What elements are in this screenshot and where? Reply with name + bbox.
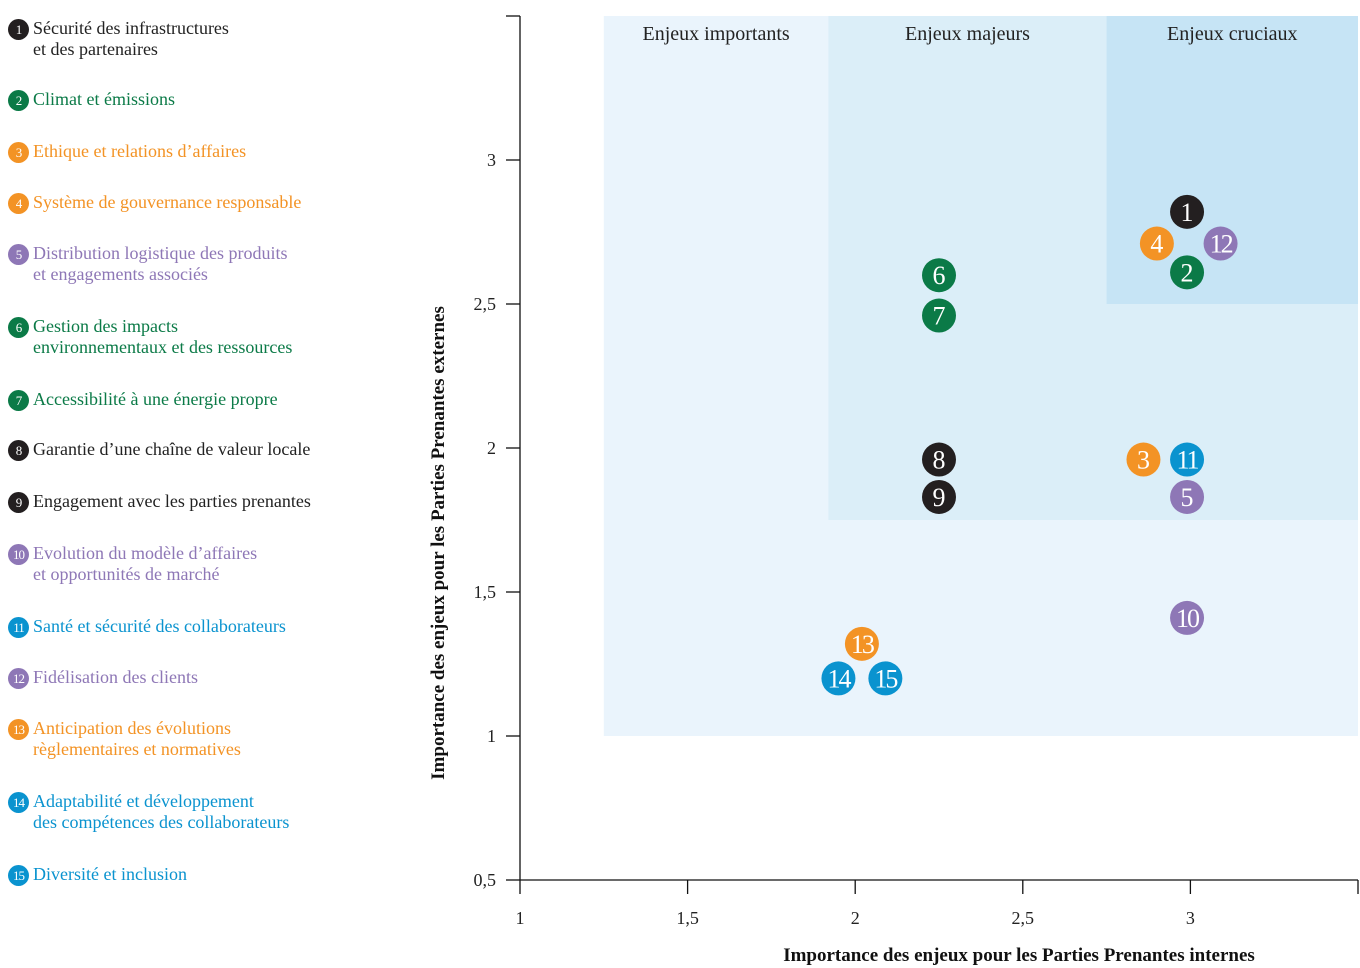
zone-label: Enjeux importants	[642, 23, 789, 45]
legend-item: 12 Fidélisation des clients	[8, 667, 198, 689]
data-point	[1126, 442, 1161, 477]
legend-label: Distribution logistique des produits et …	[33, 243, 288, 284]
data-point-label: 8	[933, 446, 946, 475]
x-tick-label: 2	[851, 908, 860, 928]
data-point-label: 10	[1176, 604, 1200, 633]
data-point	[922, 298, 956, 333]
legend-label: Climat et émissions	[33, 89, 175, 109]
legend-number-badge: 2	[8, 90, 29, 111]
data-point-label: 3	[1137, 446, 1150, 475]
legend-label: Evolution du modèle d’affaires et opport…	[33, 543, 258, 584]
legend-label: Accessibilité à une énergie propre	[33, 389, 278, 409]
legend-number-badge: 7	[8, 390, 29, 411]
legend-label: Sécurité des infrastructures et des part…	[33, 18, 229, 59]
legend-item: 5 Distribution logistique des produits et…	[8, 243, 288, 285]
data-point-label: 1	[1181, 198, 1194, 227]
data-point	[922, 258, 956, 293]
legend-label: Adaptabilité et développement des compét…	[33, 791, 290, 832]
legend-item: 13 Anticipation des évolutions règlementa…	[8, 718, 241, 760]
data-point	[844, 626, 879, 661]
data-point	[1170, 442, 1205, 477]
y-tick-label: 2	[487, 438, 496, 458]
legend-item: 11 Santé et sécurité des collaborateurs	[8, 616, 286, 638]
data-point-label: 15	[874, 664, 897, 693]
data-point-label: 2	[1181, 258, 1194, 287]
data-point	[868, 661, 903, 696]
y-tick-label: 1	[487, 726, 496, 746]
legend-item: 14 Adaptabilité et développement des comp…	[8, 791, 289, 833]
x-tick-label: 2,5	[1012, 908, 1035, 928]
legend-item: 1 Sécurité des infrastructures et des par…	[8, 18, 229, 60]
y-tick-label: 3	[487, 150, 496, 170]
legend-label: Santé et sécurité des collaborateurs	[33, 616, 286, 636]
data-point	[1139, 226, 1174, 261]
zone-label: Enjeux cruciaux	[1167, 23, 1298, 45]
legend-label: Engagement avec les parties prenantes	[33, 491, 311, 511]
legend-label: Garantie d’une chaîne de valeur locale	[33, 439, 311, 459]
legend-label: Ethique et relations d’affaires	[33, 141, 247, 161]
legend-item: 10 Evolution du modèle d’affaires et oppo…	[8, 543, 257, 585]
y-tick-label: 0,5	[474, 870, 497, 890]
legend-item: 8 Garantie d’une chaîne de valeur locale	[8, 439, 310, 461]
legend-number-badge: 11	[8, 617, 29, 638]
data-point-label: 9	[933, 483, 946, 512]
legend-item: 9 Engagement avec les parties prenantes	[8, 491, 311, 513]
legend-number-badge: 6	[8, 317, 29, 338]
legend-number-badge: 12	[8, 668, 29, 689]
data-point	[1170, 255, 1205, 290]
data-point-label: 13	[851, 630, 874, 659]
data-point-label: 14	[827, 664, 851, 693]
legend-label: Diversité et inclusion	[33, 864, 187, 884]
legend-number-badge: 14	[8, 792, 29, 813]
legend-number-badge: 9	[8, 492, 29, 513]
data-point	[922, 442, 956, 477]
legend-label: Gestion des impacts environnementaux et …	[33, 316, 293, 357]
legend-item: 3 Ethique et relations d’affaires	[8, 141, 246, 163]
legend-item: 6 Gestion des impacts environnementaux et…	[8, 316, 292, 358]
y-tick-label: 1,5	[474, 582, 497, 602]
legend-number-badge: 13	[8, 719, 29, 740]
data-point-label: 11	[1177, 446, 1199, 475]
y-tick-label: 2,5	[474, 294, 497, 314]
legend-item: 4 Système de gouvernance responsable	[8, 192, 301, 214]
legend-item: 2 Climat et émissions	[8, 89, 175, 111]
zone-label: Enjeux majeurs	[905, 23, 1030, 45]
x-tick-label: 3	[1186, 908, 1195, 928]
data-point	[821, 661, 856, 696]
data-point	[1170, 600, 1205, 635]
data-point-label: 12	[1210, 230, 1233, 259]
data-point-label: 7	[933, 302, 946, 331]
zone-area	[1106, 16, 1358, 304]
legend-item: 7 Accessibilité à une énergie propre	[8, 389, 278, 411]
y-axis-title: Importance des enjeux pour les Parties P…	[428, 306, 449, 780]
legend-label: Anticipation des évolutions règlementair…	[33, 718, 241, 759]
data-point	[1170, 479, 1205, 514]
data-point-label: 5	[1181, 483, 1194, 512]
data-point	[922, 479, 956, 514]
legend-number-badge: 15	[8, 865, 29, 886]
data-point	[1203, 226, 1238, 261]
legend-number-badge: 8	[8, 440, 29, 461]
data-point-label: 4	[1150, 230, 1163, 259]
legend-label: Système de gouvernance responsable	[33, 192, 302, 212]
legend-number-badge: 5	[8, 244, 29, 265]
legend-number-badge: 4	[8, 193, 29, 214]
x-tick-label: 1,5	[676, 908, 699, 928]
data-point-label: 6	[933, 261, 946, 290]
legend-number-badge: 10	[8, 544, 29, 565]
legend-item: 15 Diversité et inclusion	[8, 864, 187, 886]
data-point	[1170, 194, 1205, 229]
legend-number-badge: 1	[8, 19, 29, 40]
legend-number-badge: 3	[8, 142, 29, 163]
legend-label: Fidélisation des clients	[33, 667, 198, 687]
x-tick-label: 1	[516, 908, 525, 928]
x-axis-title: Importance des enjeux pour les Parties P…	[783, 945, 1255, 966]
